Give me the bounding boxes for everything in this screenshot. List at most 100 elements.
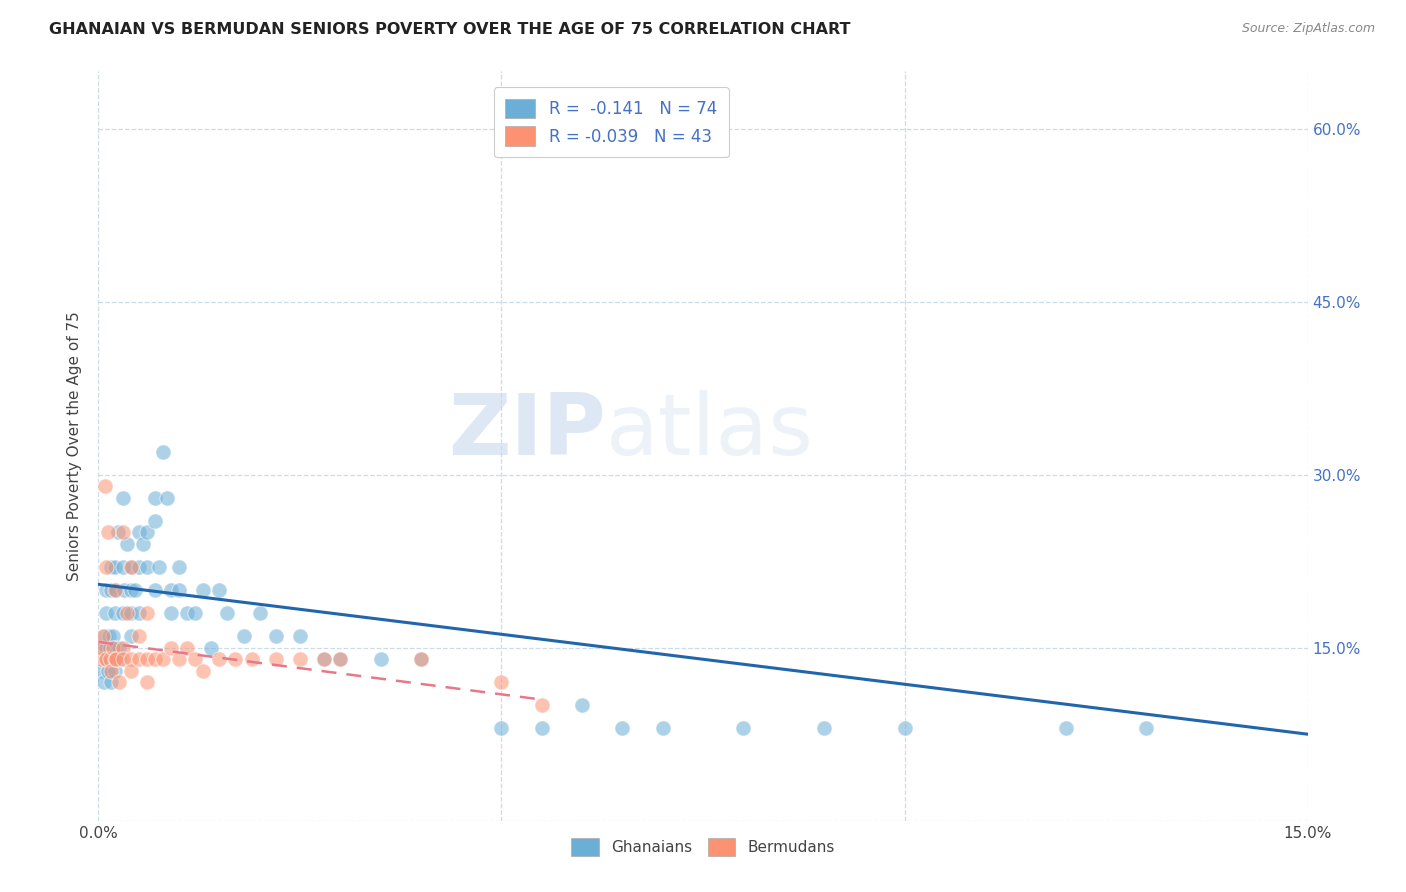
- Point: [120, 583, 142, 598]
- Point: [148, 560, 170, 574]
- Point: [124, 583, 146, 598]
- Point: [115, 537, 138, 551]
- Point: [120, 664, 142, 678]
- Point: [96, 606, 118, 620]
- Point: [733, 722, 755, 736]
- Point: [101, 652, 124, 666]
- Point: [409, 652, 432, 666]
- Point: [612, 722, 634, 736]
- Point: [1135, 722, 1157, 736]
- Point: [103, 606, 125, 620]
- Point: [107, 525, 129, 540]
- Point: [491, 675, 513, 690]
- Point: [96, 652, 118, 666]
- Point: [208, 583, 231, 598]
- Point: [132, 537, 155, 551]
- Point: [128, 606, 150, 620]
- Point: [193, 664, 215, 678]
- Point: [813, 722, 835, 736]
- Point: [103, 652, 125, 666]
- Point: [121, 560, 143, 574]
- Text: GHANAIAN VS BERMUDAN SENIORS POVERTY OVER THE AGE OF 75 CORRELATION CHART: GHANAIAN VS BERMUDAN SENIORS POVERTY OVE…: [49, 22, 851, 37]
- Point: [184, 652, 207, 666]
- Point: [128, 629, 150, 643]
- Point: [94, 640, 117, 655]
- Point: [100, 675, 122, 690]
- Point: [167, 583, 190, 598]
- Point: [176, 606, 198, 620]
- Point: [112, 583, 135, 598]
- Point: [115, 606, 138, 620]
- Y-axis label: Seniors Poverty Over the Age of 75: Seniors Poverty Over the Age of 75: [67, 311, 83, 581]
- Point: [98, 652, 121, 666]
- Point: [152, 444, 174, 458]
- Text: Source: ZipAtlas.com: Source: ZipAtlas.com: [1241, 22, 1375, 36]
- Point: [91, 640, 114, 655]
- Point: [651, 722, 673, 736]
- Point: [120, 652, 142, 666]
- Point: [91, 640, 114, 655]
- Point: [1054, 722, 1077, 736]
- Point: [128, 560, 150, 574]
- Point: [94, 629, 117, 643]
- Point: [100, 560, 122, 574]
- Point: [530, 722, 553, 736]
- Point: [329, 652, 352, 666]
- Point: [167, 652, 190, 666]
- Point: [111, 525, 134, 540]
- Point: [491, 722, 513, 736]
- Point: [111, 560, 134, 574]
- Point: [128, 525, 150, 540]
- Point: [370, 652, 392, 666]
- Point: [893, 722, 915, 736]
- Point: [208, 652, 231, 666]
- Point: [93, 675, 115, 690]
- Point: [143, 514, 166, 528]
- Point: [224, 652, 246, 666]
- Point: [314, 652, 336, 666]
- Point: [111, 652, 134, 666]
- Point: [96, 583, 118, 598]
- Point: [105, 652, 128, 666]
- Point: [108, 652, 131, 666]
- Point: [184, 606, 207, 620]
- Point: [176, 640, 198, 655]
- Point: [264, 652, 287, 666]
- Point: [98, 640, 121, 655]
- Point: [167, 560, 190, 574]
- Point: [217, 606, 239, 620]
- Point: [111, 606, 134, 620]
- Point: [105, 583, 128, 598]
- Point: [135, 652, 157, 666]
- Point: [100, 583, 122, 598]
- Point: [329, 652, 352, 666]
- Point: [100, 664, 122, 678]
- Point: [96, 560, 118, 574]
- Point: [143, 652, 166, 666]
- Point: [103, 583, 125, 598]
- Point: [90, 664, 112, 678]
- Point: [193, 583, 215, 598]
- Point: [111, 491, 134, 505]
- Point: [107, 675, 129, 690]
- Point: [128, 652, 150, 666]
- Point: [103, 640, 125, 655]
- Point: [120, 560, 142, 574]
- Point: [90, 652, 112, 666]
- Point: [200, 640, 222, 655]
- Point: [288, 629, 311, 643]
- Point: [160, 583, 183, 598]
- Point: [288, 652, 311, 666]
- Point: [530, 698, 553, 713]
- Point: [160, 640, 183, 655]
- Point: [103, 560, 125, 574]
- Point: [97, 525, 120, 540]
- Text: ZIP: ZIP: [449, 390, 606, 473]
- Point: [101, 640, 124, 655]
- Point: [135, 525, 157, 540]
- Point: [571, 698, 593, 713]
- Point: [96, 652, 118, 666]
- Text: atlas: atlas: [606, 390, 814, 473]
- Point: [232, 629, 254, 643]
- Point: [111, 640, 134, 655]
